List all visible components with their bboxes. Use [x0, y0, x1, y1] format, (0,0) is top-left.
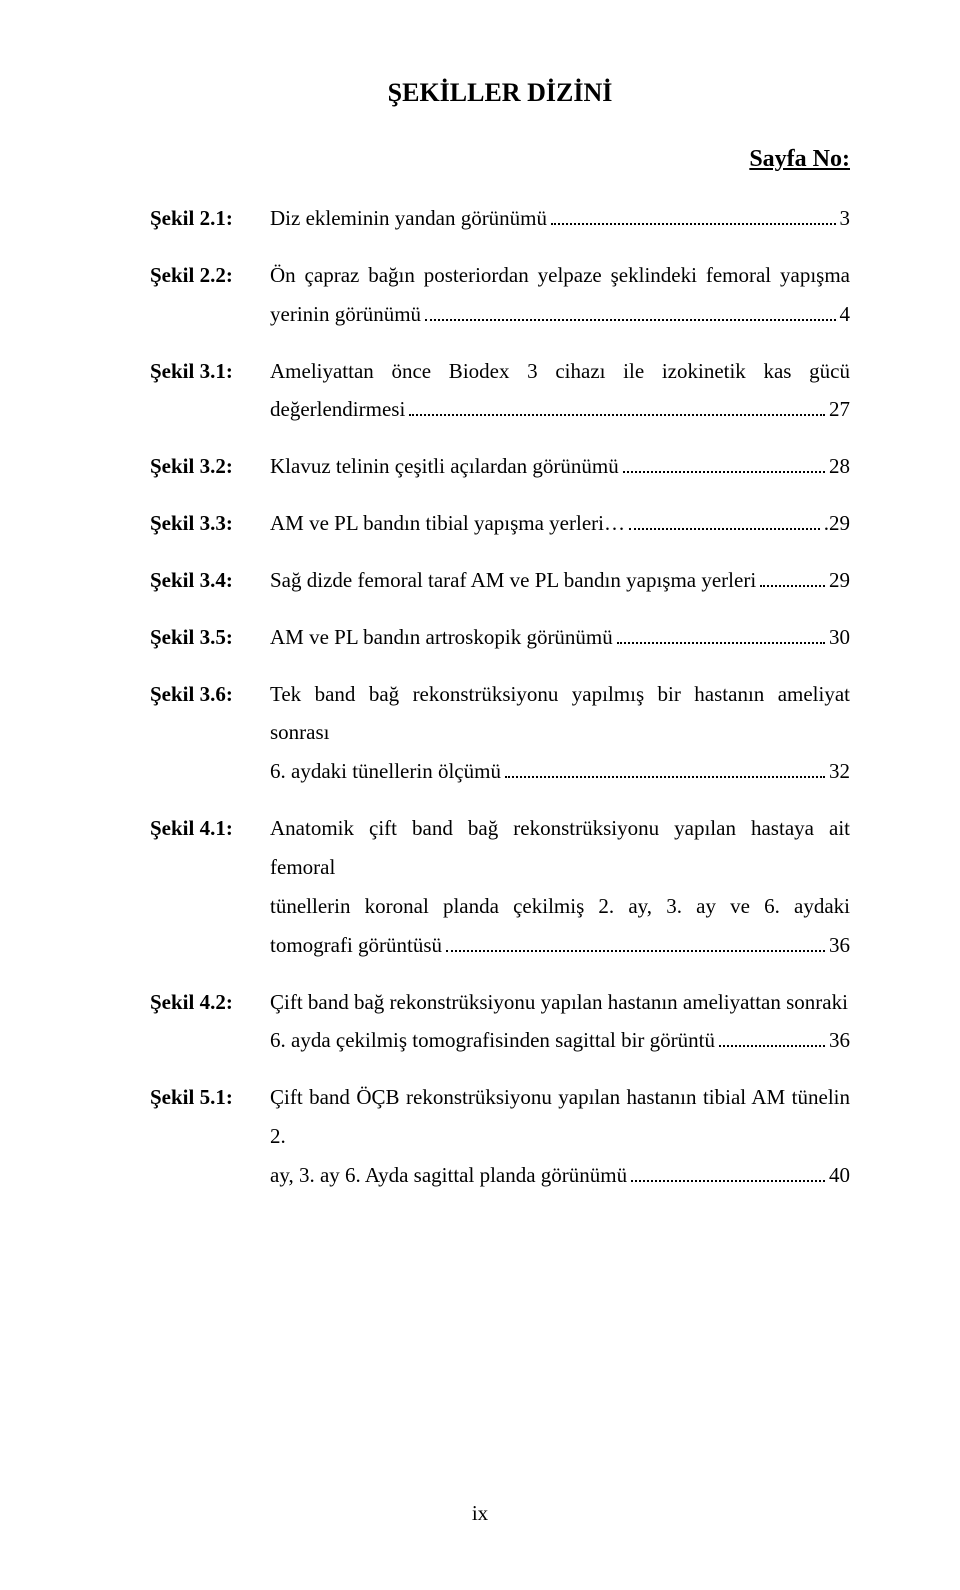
entry-page-number: 3: [840, 199, 851, 238]
entry-body: AM ve PL bandın artroskopik görünümü 30: [270, 618, 850, 657]
entry-text: tomografi görüntüsü: [270, 926, 442, 965]
entry-text: Klavuz telinin çeşitli açılardan görünüm…: [270, 447, 619, 486]
toc-entry: Şekil 3.2:Klavuz telinin çeşitli açılard…: [150, 447, 850, 486]
entry-text: yerinin görünümü: [270, 295, 421, 334]
entry-page-number: 36: [829, 1021, 850, 1060]
entry-body: AM ve PL bandın tibial yapışma yerleri….…: [270, 504, 850, 543]
toc-entry: Şekil 3.3:AM ve PL bandın tibial yapışma…: [150, 504, 850, 543]
page-title: ŞEKİLLER DİZİNİ: [150, 78, 850, 108]
entry-body: Çift band bağ rekonstrüksiyonu yapılan h…: [270, 983, 850, 1061]
entry-label: Şekil 3.1:: [150, 352, 270, 391]
entry-label: Şekil 3.4:: [150, 561, 270, 600]
entry-label: Şekil 2.2:: [150, 256, 270, 295]
entry-label: Şekil 3.3:: [150, 504, 270, 543]
entry-line: tomografi görüntüsü 36: [270, 926, 850, 965]
entry-text: AM ve PL bandın tibial yapışma yerleri…: [270, 504, 625, 543]
dot-leader: [446, 933, 825, 952]
dot-leader: [629, 511, 820, 530]
entry-text: Sağ dizde femoral taraf AM ve PL bandın …: [270, 561, 756, 600]
entry-line: 6. ayda çekilmiş tomografisinden sagitta…: [270, 1021, 850, 1060]
page-number-heading: Sayfa No:: [150, 146, 850, 173]
page-footer: ix: [0, 1501, 960, 1526]
entry-line: 6. aydaki tünellerin ölçümü 32: [270, 752, 850, 791]
toc-entry: Şekil 3.5:AM ve PL bandın artroskopik gö…: [150, 618, 850, 657]
document-page: ŞEKİLLER DİZİNİ Sayfa No: Şekil 2.1:Diz …: [0, 0, 960, 1590]
toc-entry: Şekil 5.1:Çift band ÖÇB rekonstrüksiyonu…: [150, 1078, 850, 1195]
entry-line: Anatomik çift band bağ rekonstrüksiyonu …: [270, 809, 850, 887]
entry-body: Ön çapraz bağın posteriordan yelpaze şek…: [270, 256, 850, 334]
entry-label: Şekil 3.5:: [150, 618, 270, 657]
entry-body: Ameliyattan önce Biodex 3 cihazı ile izo…: [270, 352, 850, 430]
entry-page-number: 30: [829, 618, 850, 657]
entry-body: Anatomik çift band bağ rekonstrüksiyonu …: [270, 809, 850, 964]
entry-body: Tek band bağ rekonstrüksiyonu yapılmış b…: [270, 675, 850, 792]
dot-leader: [631, 1163, 825, 1182]
entry-page-number: 32: [829, 752, 850, 791]
entry-line: Çift band bağ rekonstrüksiyonu yapılan h…: [270, 983, 850, 1022]
entry-label: Şekil 3.6:: [150, 675, 270, 714]
entry-line: Ön çapraz bağın posteriordan yelpaze şek…: [270, 256, 850, 295]
dot-leader: [760, 568, 825, 587]
dot-leader: [551, 206, 835, 225]
entry-label: Şekil 3.2:: [150, 447, 270, 486]
entry-page-number: 28: [829, 447, 850, 486]
toc-entry: Şekil 2.1:Diz ekleminin yandan görünümü 3: [150, 199, 850, 238]
dot-leader: [425, 302, 835, 321]
toc-entry: Şekil 4.1:Anatomik çift band bağ rekonst…: [150, 809, 850, 964]
entry-line: Sağ dizde femoral taraf AM ve PL bandın …: [270, 561, 850, 600]
dot-leader: [623, 454, 825, 473]
entry-page-number: 36: [829, 926, 850, 965]
entry-label: Şekil 5.1:: [150, 1078, 270, 1117]
entry-text: değerlendirmesi: [270, 390, 405, 429]
entry-line: Ameliyattan önce Biodex 3 cihazı ile izo…: [270, 352, 850, 391]
entry-text: 6. ayda çekilmiş tomografisinden sagitta…: [270, 1021, 715, 1060]
entry-line: AM ve PL bandın artroskopik görünümü 30: [270, 618, 850, 657]
toc-entries: Şekil 2.1:Diz ekleminin yandan görünümü 3…: [150, 199, 850, 1195]
dot-leader: [505, 759, 825, 778]
entry-label: Şekil 2.1:: [150, 199, 270, 238]
toc-entry: Şekil 4.2:Çift band bağ rekonstrüksiyonu…: [150, 983, 850, 1061]
entry-page-number: .29: [824, 504, 850, 543]
entry-body: Çift band ÖÇB rekonstrüksiyonu yapılan h…: [270, 1078, 850, 1195]
dot-leader: [409, 397, 825, 416]
entry-page-number: 29: [829, 561, 850, 600]
entry-label: Şekil 4.1:: [150, 809, 270, 848]
entry-text: ay, 3. ay 6. Ayda sagittal planda görünü…: [270, 1156, 627, 1195]
entry-body: Diz ekleminin yandan görünümü 3: [270, 199, 850, 238]
entry-line: yerinin görünümü 4: [270, 295, 850, 334]
entry-page-number: 27: [829, 390, 850, 429]
entry-page-number: 40: [829, 1156, 850, 1195]
dot-leader: [719, 1028, 825, 1047]
entry-line: değerlendirmesi 27: [270, 390, 850, 429]
toc-entry: Şekil 3.6:Tek band bağ rekonstrüksiyonu …: [150, 675, 850, 792]
entry-text: 6. aydaki tünellerin ölçümü: [270, 752, 501, 791]
dot-leader: [617, 625, 825, 644]
entry-line: Çift band ÖÇB rekonstrüksiyonu yapılan h…: [270, 1078, 850, 1156]
entry-line: Tek band bağ rekonstrüksiyonu yapılmış b…: [270, 675, 850, 753]
entry-line: AM ve PL bandın tibial yapışma yerleri….…: [270, 504, 850, 543]
toc-entry: Şekil 3.1:Ameliyattan önce Biodex 3 ciha…: [150, 352, 850, 430]
toc-entry: Şekil 3.4:Sağ dizde femoral taraf AM ve …: [150, 561, 850, 600]
entry-line: tünellerin koronal planda çekilmiş 2. ay…: [270, 887, 850, 926]
entry-line: ay, 3. ay 6. Ayda sagittal planda görünü…: [270, 1156, 850, 1195]
entry-line: Diz ekleminin yandan görünümü 3: [270, 199, 850, 238]
entry-text: Diz ekleminin yandan görünümü: [270, 199, 547, 238]
toc-entry: Şekil 2.2:Ön çapraz bağın posteriordan y…: [150, 256, 850, 334]
entry-page-number: 4: [840, 295, 851, 334]
entry-text: AM ve PL bandın artroskopik görünümü: [270, 618, 613, 657]
entry-body: Sağ dizde femoral taraf AM ve PL bandın …: [270, 561, 850, 600]
entry-line: Klavuz telinin çeşitli açılardan görünüm…: [270, 447, 850, 486]
entry-body: Klavuz telinin çeşitli açılardan görünüm…: [270, 447, 850, 486]
entry-label: Şekil 4.2:: [150, 983, 270, 1022]
